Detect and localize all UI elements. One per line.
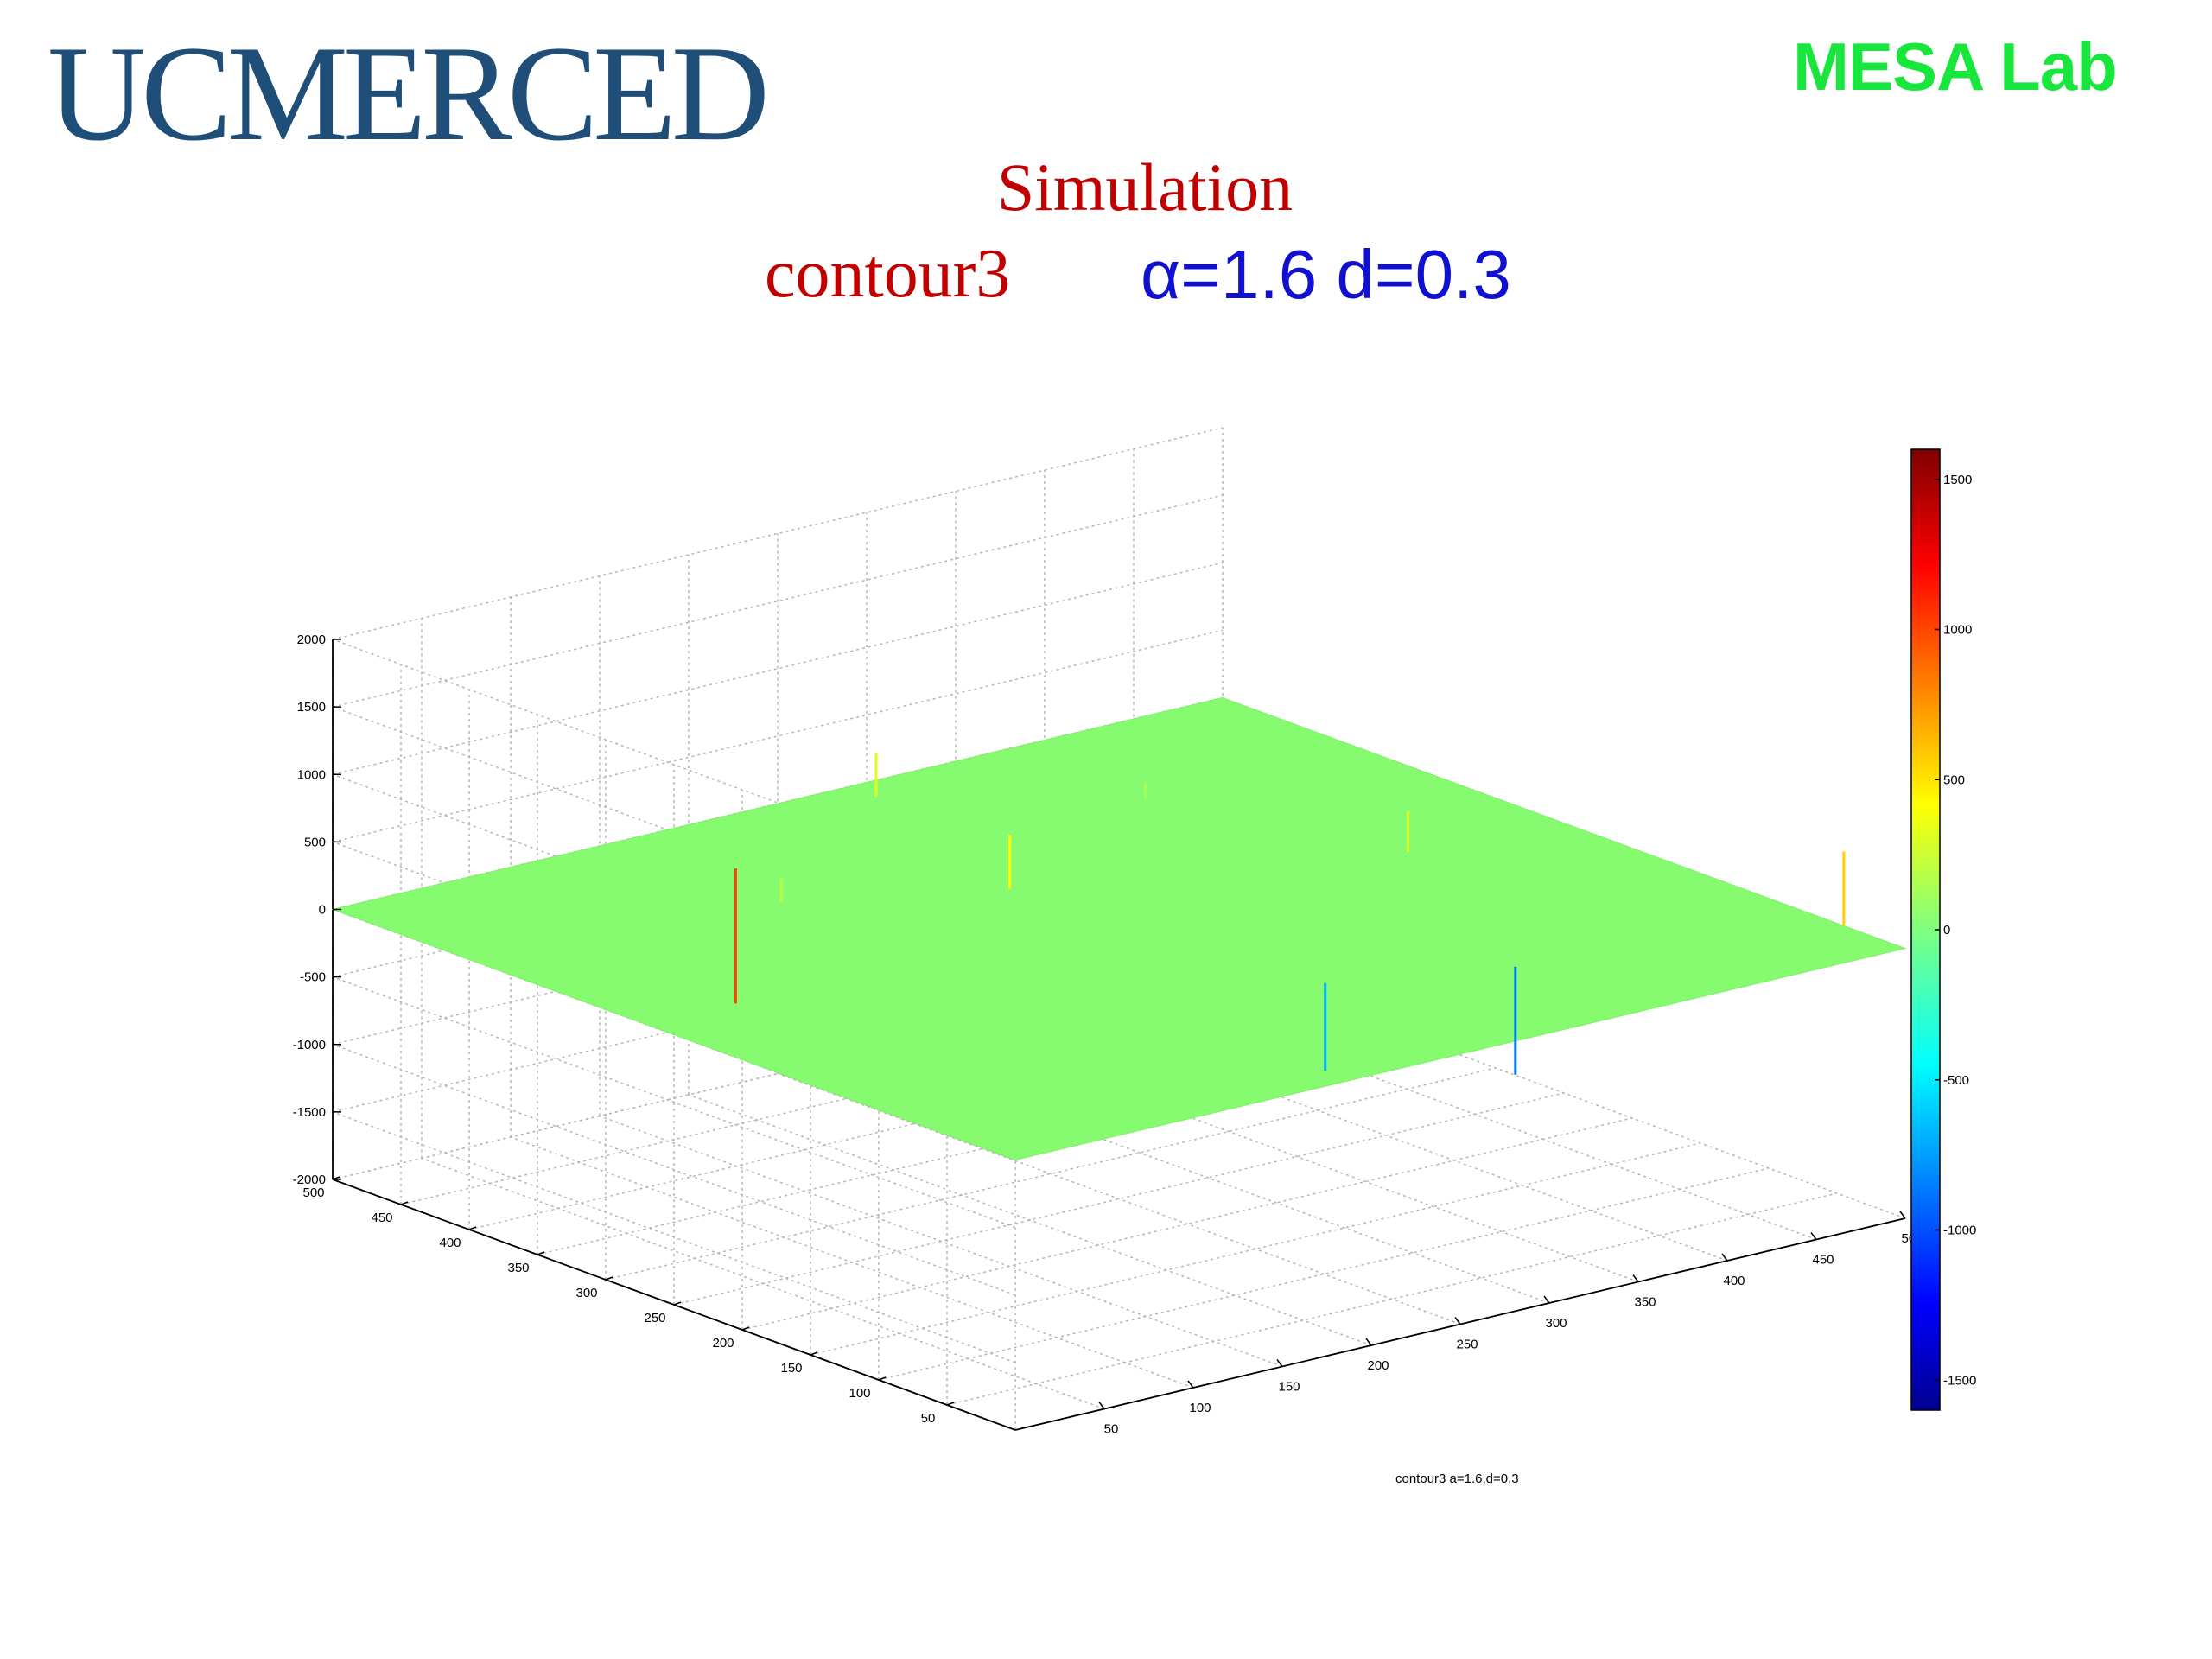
subtitle-method: contour3 [765, 236, 1011, 312]
x-tick-label: 150 [1278, 1380, 1300, 1395]
colorbar-tick-label: 1500 [1943, 473, 1972, 487]
z-tick-label: 0 [319, 903, 326, 918]
z-tick-label: 2000 [297, 632, 326, 647]
z-tick-label: 500 [304, 835, 326, 849]
z-tick-label: 1000 [297, 767, 326, 782]
z-tick-label: -500 [300, 970, 326, 985]
x-tick-mark [1721, 1253, 1728, 1262]
backwall-grid-z [332, 427, 1224, 640]
z-tick-label: -1500 [293, 1105, 326, 1120]
y-tick-label: 50 [921, 1411, 936, 1426]
y-tick-label: 150 [780, 1361, 802, 1376]
x-tick-mark [1810, 1232, 1817, 1240]
colorbar: 1500 1000 500 0 -500 -1000 -1500 [1910, 448, 1976, 1411]
z-tick-label: -1000 [293, 1038, 326, 1052]
y-tick-label: 350 [507, 1261, 529, 1275]
y-tick-label: 100 [849, 1386, 870, 1401]
x-tick-label: 250 [1456, 1338, 1478, 1352]
x-tick-label: 350 [1634, 1295, 1656, 1310]
y-tick-label: 450 [371, 1211, 392, 1225]
y-tick-mark [537, 1251, 545, 1255]
z-tick-label: 1500 [297, 700, 326, 715]
leftwall-grid-z [332, 976, 1016, 1229]
x-tick-label: 100 [1189, 1401, 1211, 1415]
y-tick-mark [332, 1176, 340, 1180]
floor-grid-y [741, 1117, 1633, 1331]
x-tick-label: 300 [1545, 1316, 1567, 1331]
y-tick-label: 400 [439, 1236, 461, 1250]
backwall-grid-z [332, 494, 1224, 708]
backwall-grid-z [332, 562, 1224, 775]
y-tick-mark [741, 1326, 750, 1331]
x-tick-mark [1276, 1359, 1283, 1367]
floor-grid-x [777, 1072, 1461, 1325]
colorbar-tick-label: -1500 [1943, 1373, 1976, 1388]
y-tick-label: 300 [575, 1286, 597, 1300]
y-tick-label: 500 [302, 1185, 324, 1200]
floor-grid-y [878, 1167, 1770, 1381]
x-tick-label: 50 [1104, 1422, 1119, 1437]
lab-name: MESA Lab [1793, 29, 2118, 105]
floor-grid-y [673, 1092, 1565, 1306]
floor-grid-y [810, 1142, 1701, 1356]
colorbar-tick-label: 0 [1943, 923, 1950, 938]
x-tick-mark [1543, 1295, 1550, 1304]
y-tick-mark [400, 1201, 409, 1205]
colorbar-tick-label: 1000 [1943, 623, 1972, 638]
y-tick-mark [468, 1226, 477, 1230]
x-tick-mark [1365, 1338, 1372, 1346]
ucmerced-logo: UCMERCED [48, 18, 770, 169]
x-tick-label: 400 [1723, 1274, 1745, 1288]
x-tick-label: 450 [1812, 1253, 1834, 1268]
colorbar-tick-label: -500 [1943, 1073, 1969, 1088]
figure-caption: contour3 a=1.6,d=0.3 [1395, 1471, 1519, 1486]
surface [331, 696, 1907, 1161]
surface-plane [331, 696, 1907, 1161]
y-tick-mark [605, 1276, 613, 1281]
y-tick-mark [878, 1376, 887, 1381]
floor-grid-x [688, 1094, 1372, 1346]
x-tick-label: 200 [1367, 1358, 1389, 1373]
backwall-grid-z [332, 629, 1224, 843]
colorbar-tick-label: 500 [1943, 772, 1965, 787]
y-tick-label: 200 [712, 1336, 734, 1351]
y-tick-mark [673, 1301, 682, 1306]
subtitle-params: α=1.6 d=0.3 [1141, 236, 1511, 313]
spikes [734, 753, 1846, 1075]
y-tick-mark [946, 1402, 955, 1406]
x-tick-mark [1187, 1380, 1194, 1389]
tick-labels: 2000 1500 1000 500 0 -500 -1000 -1500 -2000 50 100… [293, 632, 1923, 1437]
x-tick-mark [1899, 1211, 1906, 1219]
leftwall-grid-z [332, 1044, 1016, 1296]
floor-grid-y [946, 1192, 1838, 1406]
x-tick-mark [1454, 1317, 1461, 1325]
colorbar-tick-label: -1000 [1943, 1224, 1976, 1238]
slide-title: Simulation [996, 149, 1294, 225]
y-tick-label: 250 [644, 1311, 665, 1325]
y-tick-mark [810, 1351, 818, 1356]
leftwall-grid-z [332, 1111, 1016, 1363]
x-tick-mark [1098, 1402, 1105, 1409]
x-tick-mark [1632, 1274, 1639, 1282]
floor-grid-y [605, 1067, 1497, 1281]
z-tick-label: -2000 [293, 1173, 326, 1187]
